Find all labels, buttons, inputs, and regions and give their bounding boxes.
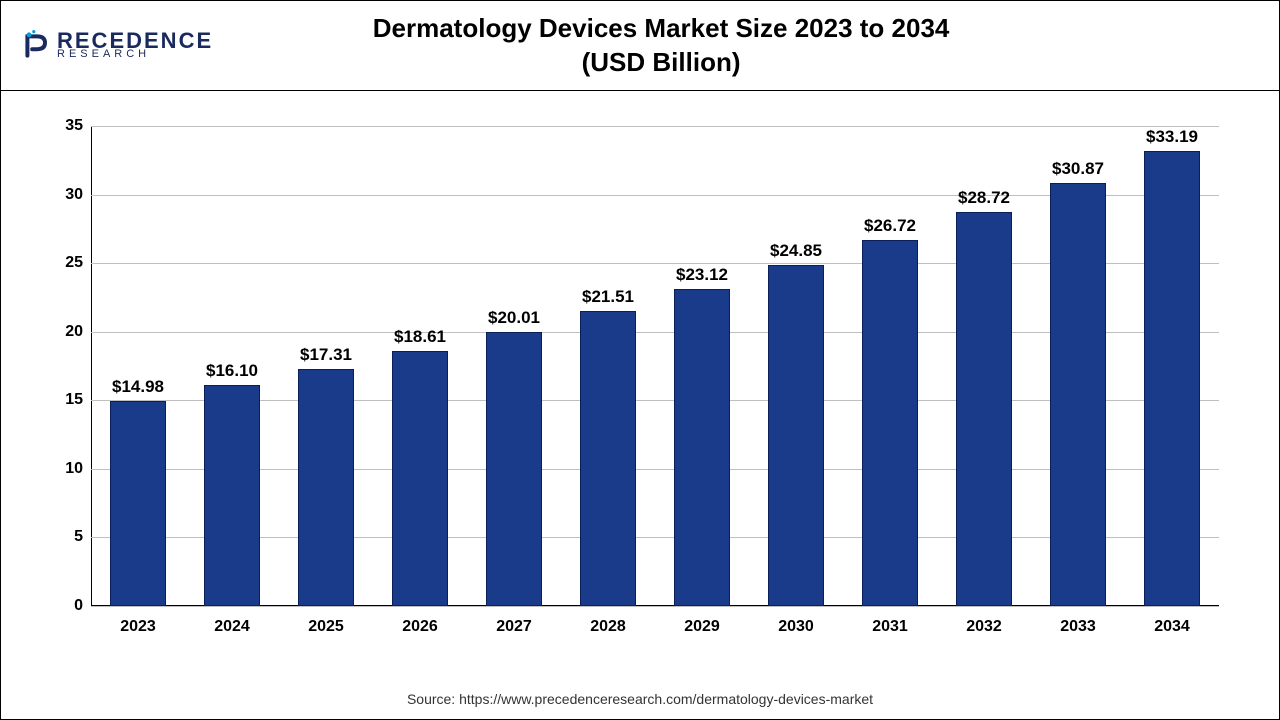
x-tick-label: 2032 — [966, 618, 1002, 636]
bar — [1050, 183, 1106, 606]
title-line-1: Dermatology Devices Market Size 2023 to … — [213, 12, 1109, 46]
bar — [768, 265, 824, 606]
bar-column: $23.122029 — [655, 126, 749, 606]
bar — [674, 289, 730, 606]
bar-value-label: $28.72 — [958, 188, 1010, 208]
x-tick-label: 2023 — [120, 618, 156, 636]
bar-column: $17.312025 — [279, 126, 373, 606]
bar-value-label: $16.10 — [206, 361, 258, 381]
logo-text: RECEDENCE RESEARCH — [57, 31, 213, 61]
x-tick-label: 2029 — [684, 618, 720, 636]
x-tick-label: 2030 — [778, 618, 814, 636]
bar-column: $26.722031 — [843, 126, 937, 606]
bar-column: $33.192034 — [1125, 126, 1219, 606]
brand-logo: RECEDENCE RESEARCH — [21, 30, 213, 62]
chart-area: 05101520253035 $14.982023$16.102024$17.3… — [41, 116, 1239, 656]
bar-column: $30.872033 — [1031, 126, 1125, 606]
bar — [580, 311, 636, 606]
x-tick-label: 2027 — [496, 618, 532, 636]
bar-column: $21.512028 — [561, 126, 655, 606]
y-tick-label: 25 — [51, 254, 83, 272]
bar-value-label: $23.12 — [676, 265, 728, 285]
y-tick-label: 30 — [51, 186, 83, 204]
bar-column: $24.852030 — [749, 126, 843, 606]
title-line-2: (USD Billion) — [213, 46, 1109, 80]
x-tick-label: 2025 — [308, 618, 344, 636]
bar — [298, 369, 354, 606]
x-tick-label: 2026 — [402, 618, 438, 636]
y-tick-label: 35 — [51, 117, 83, 135]
x-tick-label: 2034 — [1154, 618, 1190, 636]
bar-value-label: $20.01 — [488, 308, 540, 328]
x-tick-label: 2024 — [214, 618, 250, 636]
x-tick-label: 2033 — [1060, 618, 1096, 636]
bar-value-label: $24.85 — [770, 241, 822, 261]
bar — [110, 401, 166, 606]
grid-line — [91, 606, 1219, 607]
y-tick-label: 5 — [51, 528, 83, 546]
bar-value-label: $30.87 — [1052, 159, 1104, 179]
bar-column: $14.982023 — [91, 126, 185, 606]
bar-column: $20.012027 — [467, 126, 561, 606]
bar-column: $28.722032 — [937, 126, 1031, 606]
header: RECEDENCE RESEARCH Dermatology Devices M… — [1, 1, 1279, 91]
bar — [862, 240, 918, 606]
bar-value-label: $33.19 — [1146, 127, 1198, 147]
bar-column: $18.612026 — [373, 126, 467, 606]
bar — [956, 212, 1012, 606]
bar-column: $16.102024 — [185, 126, 279, 606]
bar-value-label: $18.61 — [394, 327, 446, 347]
y-tick-label: 10 — [51, 460, 83, 478]
chart-title: Dermatology Devices Market Size 2023 to … — [213, 12, 1259, 80]
logo-icon — [21, 30, 53, 62]
bar — [204, 385, 260, 606]
y-tick-label: 20 — [51, 323, 83, 341]
bar — [486, 332, 542, 606]
plot-region: 05101520253035 $14.982023$16.102024$17.3… — [91, 126, 1219, 606]
y-tick-label: 15 — [51, 391, 83, 409]
y-tick-label: 0 — [51, 597, 83, 615]
bar-value-label: $26.72 — [864, 216, 916, 236]
bar-value-label: $21.51 — [582, 287, 634, 307]
bars-container: $14.982023$16.102024$17.312025$18.612026… — [91, 126, 1219, 606]
bar — [1144, 151, 1200, 606]
bar-value-label: $14.98 — [112, 377, 164, 397]
x-tick-label: 2028 — [590, 618, 626, 636]
bar — [392, 351, 448, 606]
bar-value-label: $17.31 — [300, 345, 352, 365]
x-tick-label: 2031 — [872, 618, 908, 636]
source-citation: Source: https://www.precedenceresearch.c… — [1, 691, 1279, 707]
